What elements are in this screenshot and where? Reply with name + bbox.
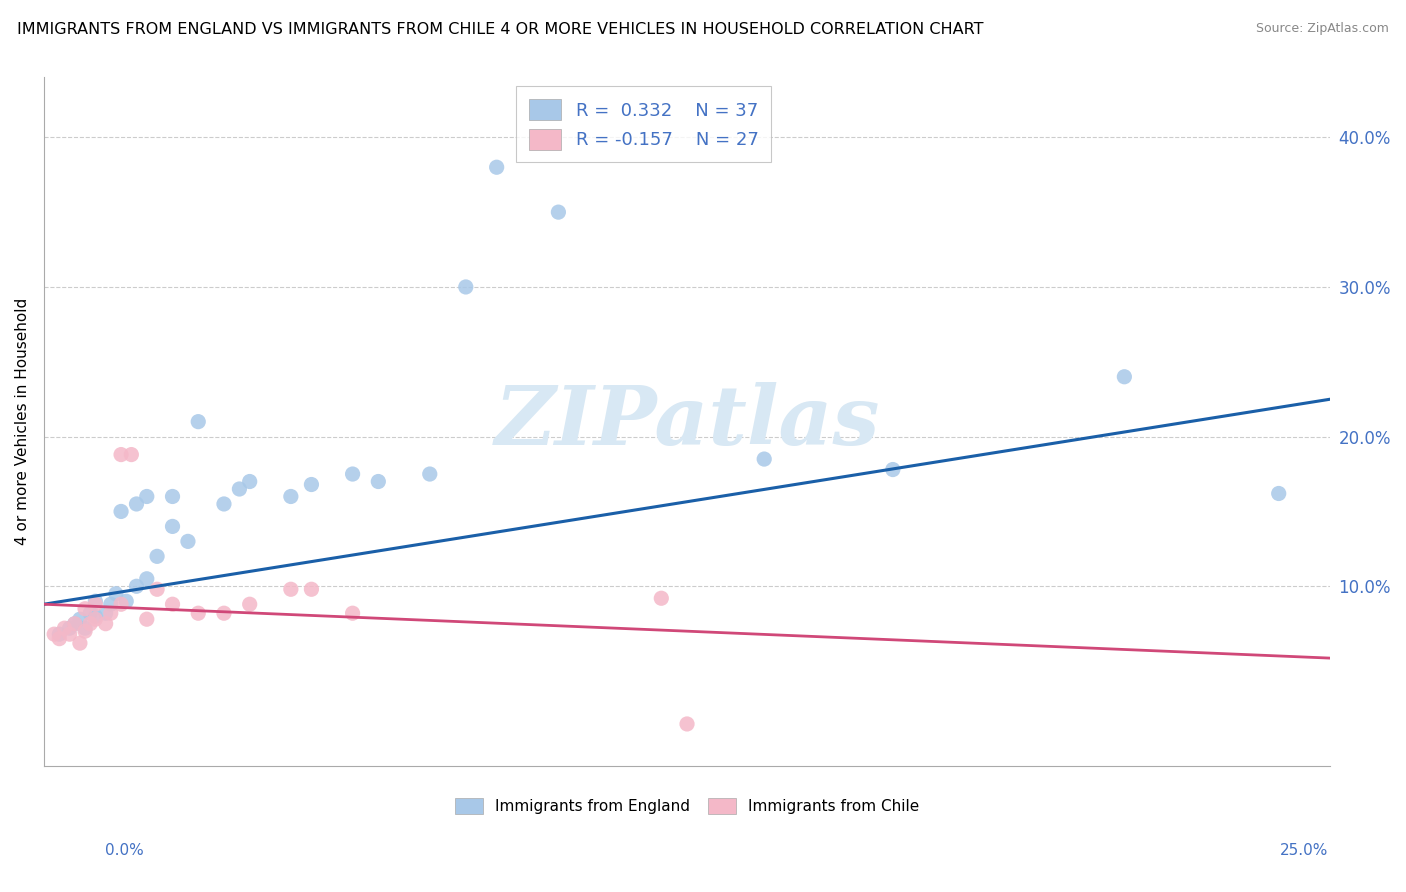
Point xyxy=(59,627,82,641)
Point xyxy=(48,627,70,641)
Point xyxy=(104,587,127,601)
Point xyxy=(48,632,70,646)
Point xyxy=(115,594,138,608)
Point xyxy=(63,616,86,631)
Point xyxy=(146,549,169,564)
Point xyxy=(187,606,209,620)
Point xyxy=(239,475,262,489)
Point xyxy=(73,621,96,635)
Point xyxy=(162,519,184,533)
Point xyxy=(882,462,904,476)
Point xyxy=(100,606,122,620)
Point xyxy=(162,597,184,611)
Point xyxy=(650,591,672,606)
Point xyxy=(135,572,157,586)
Text: 25.0%: 25.0% xyxy=(1281,843,1329,858)
Point xyxy=(454,280,477,294)
Point xyxy=(1267,486,1289,500)
Point xyxy=(84,594,107,608)
Point xyxy=(63,616,86,631)
Point xyxy=(280,582,302,597)
Point xyxy=(239,597,262,611)
Point xyxy=(69,612,91,626)
Point xyxy=(419,467,441,481)
Point xyxy=(79,616,101,631)
Point xyxy=(69,636,91,650)
Point xyxy=(212,606,235,620)
Point xyxy=(79,606,101,620)
Point xyxy=(120,448,142,462)
Point xyxy=(94,606,117,620)
Point xyxy=(94,616,117,631)
Point xyxy=(177,534,200,549)
Point xyxy=(301,477,323,491)
Point xyxy=(84,609,107,624)
Point xyxy=(146,582,169,597)
Text: Source: ZipAtlas.com: Source: ZipAtlas.com xyxy=(1256,22,1389,36)
Point xyxy=(162,490,184,504)
Point xyxy=(754,452,776,467)
Text: 0.0%: 0.0% xyxy=(105,843,145,858)
Text: ZIPatlas: ZIPatlas xyxy=(495,382,880,462)
Point xyxy=(212,497,235,511)
Point xyxy=(73,601,96,615)
Y-axis label: 4 or more Vehicles in Household: 4 or more Vehicles in Household xyxy=(15,298,30,545)
Point xyxy=(125,579,148,593)
Text: IMMIGRANTS FROM ENGLAND VS IMMIGRANTS FROM CHILE 4 OR MORE VEHICLES IN HOUSEHOLD: IMMIGRANTS FROM ENGLAND VS IMMIGRANTS FR… xyxy=(17,22,983,37)
Point xyxy=(187,415,209,429)
Point xyxy=(110,597,132,611)
Point xyxy=(676,717,699,731)
Point xyxy=(135,490,157,504)
Point xyxy=(84,597,107,611)
Point xyxy=(485,160,508,174)
Point xyxy=(342,467,364,481)
Point xyxy=(73,624,96,639)
Legend: Immigrants from England, Immigrants from Chile: Immigrants from England, Immigrants from… xyxy=(446,789,928,823)
Point xyxy=(100,597,122,611)
Point xyxy=(44,627,66,641)
Point xyxy=(1114,369,1136,384)
Point xyxy=(342,606,364,620)
Point xyxy=(547,205,569,219)
Point xyxy=(110,448,132,462)
Point xyxy=(367,475,389,489)
Point xyxy=(135,612,157,626)
Point xyxy=(84,612,107,626)
Point xyxy=(59,621,82,635)
Point xyxy=(280,490,302,504)
Point xyxy=(301,582,323,597)
Point xyxy=(110,504,132,518)
Point xyxy=(125,497,148,511)
Point xyxy=(228,482,250,496)
Point xyxy=(53,621,76,635)
